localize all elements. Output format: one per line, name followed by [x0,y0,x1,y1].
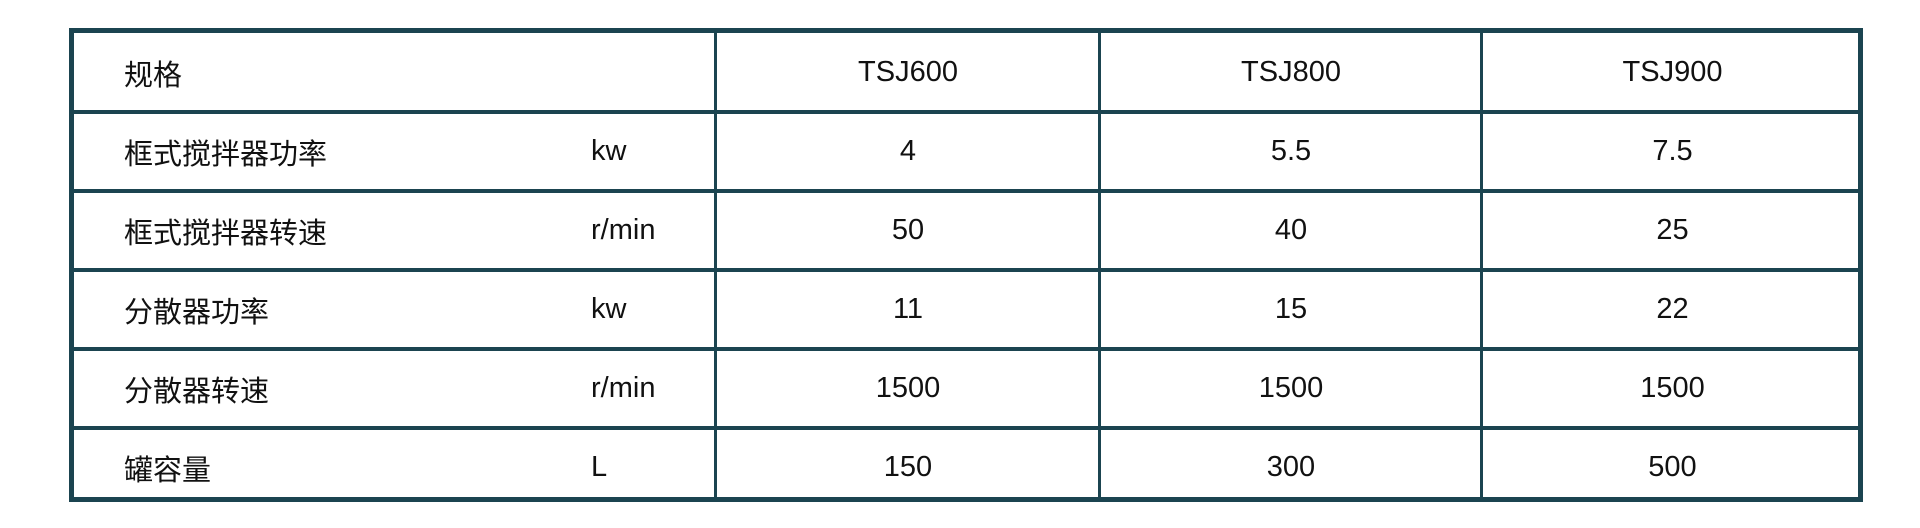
row-value: 1500 [1258,372,1324,404]
row-value: 1500 [875,372,941,404]
row-value: 7.5 [1652,135,1693,167]
row-name: 罐容量 [124,454,212,487]
row-value: 50 [891,214,925,246]
row-divider [74,268,1858,272]
row-value: 25 [1656,214,1689,246]
row-name: 分散器功率 [124,296,270,329]
row-divider [74,189,1858,193]
row-value: 15 [1274,293,1308,325]
row-name: 框式搅拌器转速 [124,217,328,250]
row-value: 11 [892,293,924,325]
column-divider [1098,33,1101,497]
column-divider [1480,33,1483,497]
row-value: 1500 [1640,372,1705,404]
row-value: 4 [899,135,917,167]
row-unit: r/min [591,372,656,404]
row-name: 框式搅拌器功率 [124,138,328,171]
header-model: TSJ800 [1241,56,1341,88]
row-value: 150 [883,451,933,483]
row-unit: kw [591,293,627,325]
column-divider [714,33,717,497]
row-divider [74,426,1858,430]
row-value: 300 [1266,451,1316,483]
row-unit: kw [591,135,627,167]
header-model: TSJ600 [858,56,958,88]
row-unit: L [591,451,608,483]
spec-table: 规格 TSJ600 TSJ800 TSJ900 框式搅拌器功率 kw 4 5.5 7.5 框式搅拌… [69,28,1863,502]
header-label: 规格 [124,59,183,92]
row-name: 分散器转速 [124,375,270,408]
row-value: 500 [1648,451,1697,483]
row-divider [74,110,1858,114]
header-model: TSJ900 [1622,56,1723,88]
row-value: 5.5 [1270,135,1312,167]
row-value: 22 [1656,293,1689,325]
row-divider [74,347,1858,351]
row-unit: r/min [591,214,656,246]
row-value: 40 [1274,214,1308,246]
